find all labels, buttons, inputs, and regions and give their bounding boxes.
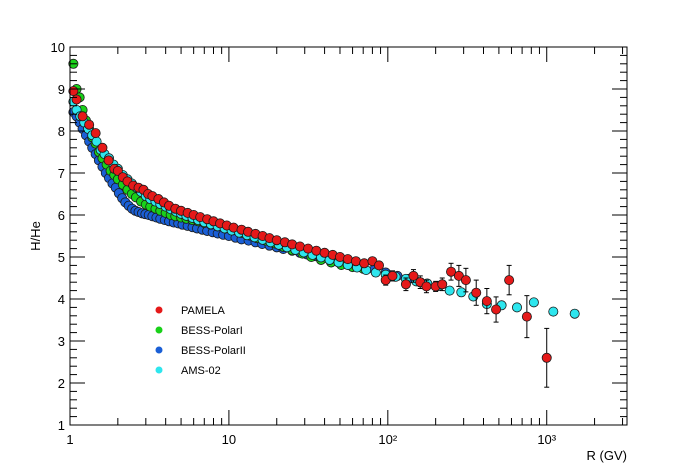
data-point <box>491 304 502 315</box>
legend-marker <box>155 346 163 354</box>
data-point <box>294 241 305 252</box>
data-point <box>569 308 580 319</box>
y-tick-label: 9 <box>58 82 65 97</box>
data-point <box>408 270 419 281</box>
data-point <box>303 243 314 254</box>
legend-marker <box>155 326 163 334</box>
legend: PAMELA BESS-PolarI BESS-PolarII AMS-02 <box>155 305 246 377</box>
data-point <box>444 285 455 296</box>
y-tick-label: 1 <box>58 418 65 433</box>
data-point <box>541 352 552 363</box>
data-point <box>103 155 114 166</box>
data-point <box>319 247 330 258</box>
x-tick-label: 10³ <box>537 432 556 447</box>
data-point <box>446 266 457 277</box>
legend-label: PAMELA <box>181 305 225 317</box>
data-point <box>548 306 559 317</box>
data-point <box>77 111 88 122</box>
data-point <box>311 245 322 256</box>
y-tick-label: 8 <box>58 124 65 139</box>
legend-label: BESS-PolarI <box>181 325 243 337</box>
x-tick-label: 1 <box>66 432 73 447</box>
legend-marker <box>155 306 163 314</box>
y-tick-label: 7 <box>58 166 65 181</box>
plot-frame <box>69 46 628 426</box>
data-point <box>373 260 384 271</box>
y-axis-label: H/He <box>28 221 43 251</box>
data-point <box>271 235 282 246</box>
axis-ticks: 1 2 3 4 5 6 7 8 9 10 1 10 10² 10³ <box>51 40 627 447</box>
data-point <box>504 275 515 286</box>
data-point <box>481 296 492 307</box>
data-point <box>71 94 82 105</box>
x-tick-label: 10² <box>378 432 397 447</box>
data-point <box>90 128 101 139</box>
y-tick-label: 3 <box>58 334 65 349</box>
data-point <box>521 311 532 322</box>
data-point <box>471 287 482 298</box>
data-point <box>400 279 411 290</box>
series-pamela <box>68 86 552 388</box>
y-tick-label: 5 <box>58 250 65 265</box>
data-point <box>342 254 353 265</box>
y-tick-label: 10 <box>51 40 65 55</box>
data-point <box>528 297 539 308</box>
y-tick-label: 2 <box>58 376 65 391</box>
x-tick-label: 10 <box>222 432 236 447</box>
legend-marker <box>155 366 163 374</box>
data-point <box>359 258 370 269</box>
data-point <box>84 119 95 130</box>
data-point <box>460 275 471 286</box>
legend-label: BESS-PolarII <box>181 345 246 357</box>
data-point <box>350 256 361 267</box>
data-point <box>387 270 398 281</box>
legend-label: AMS-02 <box>181 365 221 377</box>
x-axis-label: R (GV) <box>587 448 627 463</box>
chart-marks <box>68 58 580 388</box>
y-tick-label: 6 <box>58 208 65 223</box>
data-point <box>511 302 522 313</box>
data-point <box>437 279 448 290</box>
y-tick-label: 4 <box>58 292 65 307</box>
data-point <box>421 281 432 292</box>
data-point <box>97 142 108 153</box>
